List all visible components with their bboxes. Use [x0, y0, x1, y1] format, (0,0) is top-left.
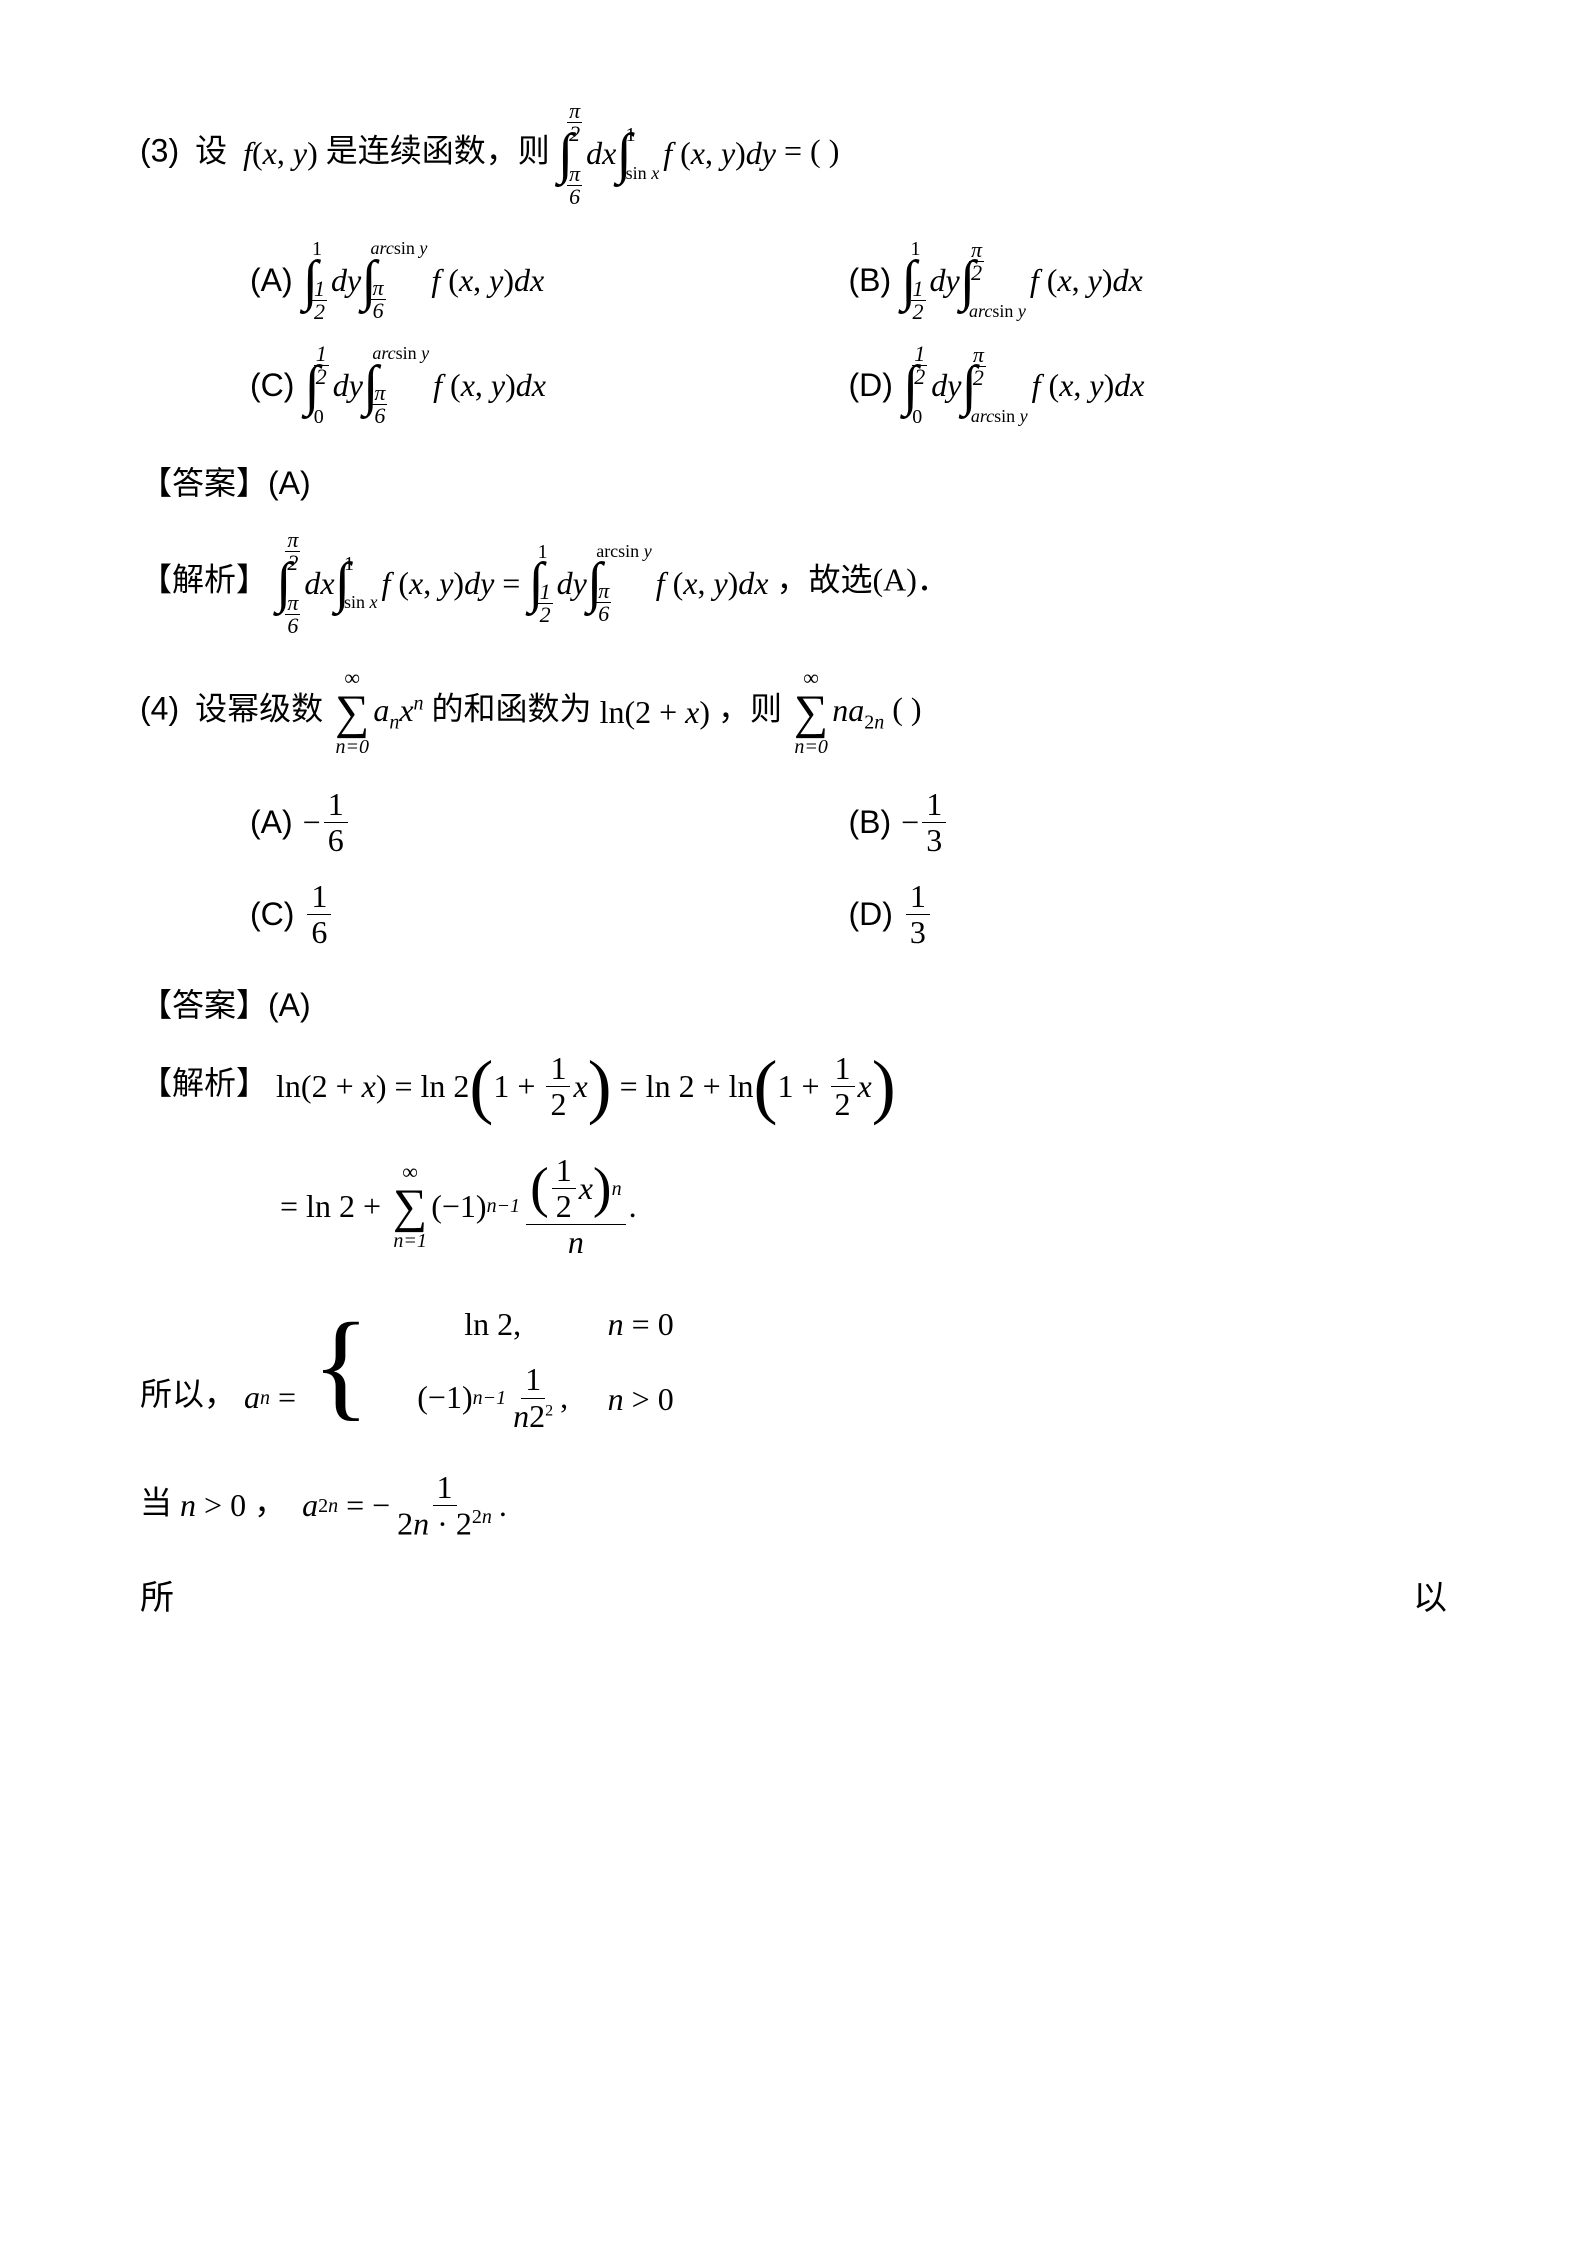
q3-stem: (3) 设 f(x, y) 是连续函数，则 ∫ π2π6 dx ∫ 1sin x…: [140, 100, 1447, 208]
q3-answer-value: (A): [268, 465, 311, 501]
answer-label: 【答案】: [140, 465, 268, 501]
q3-choice-b: (B) ∫112dy ∫π2arcsin y f (x, y)dx: [849, 238, 1448, 323]
choice-label-b: (B): [849, 797, 892, 848]
answer-label: 【答案】: [140, 987, 268, 1023]
q4-stem-pre: 设幂级数: [195, 691, 323, 727]
analysis-label: 【解析】: [140, 562, 268, 598]
q4-choice-b: (B) −13: [849, 787, 1448, 858]
q3-stem-mid: 是连续函数，则: [326, 132, 550, 168]
q3-choices: (A) ∫112dy ∫arcsin yπ6 f (x, y)dx (B) ∫1…: [250, 238, 1447, 428]
choice-label-a: (A): [250, 255, 293, 306]
q3-fxy: f(x, y): [235, 128, 318, 179]
q3-stem-pre: 设: [195, 132, 227, 168]
q4-choice-a: (A) −16: [250, 787, 849, 858]
choice-label-d: (D): [849, 889, 893, 940]
page: (3) 设 f(x, y) 是连续函数，则 ∫ π2π6 dx ∫ 1sin x…: [0, 0, 1587, 2245]
q4-stem: (4) 设幂级数 ∞∑n=0 anxn 的和函数为 ln(2 + x) ，则 ∞…: [140, 667, 1447, 757]
brace-icon: {: [312, 1317, 370, 1413]
q4-final-line: 所 以: [140, 1572, 1447, 1626]
choice-label-d: (D): [849, 360, 893, 411]
q4-answer-value: (A): [268, 987, 311, 1023]
q3-choice-c: (C) ∫120dy ∫arcsin yπ6 f (x, y)dx: [250, 343, 849, 428]
analysis-label: 【解析】: [140, 1065, 268, 1101]
q4-choices: (A) −16 (B) −13 (C) 16 (D) 13: [250, 787, 1447, 950]
sigma-icon: ∞∑n=0: [794, 667, 828, 757]
q3-integral: ∫ π2π6 dx ∫ 1sin x f (x, y)dy: [558, 100, 776, 208]
when-comma: ，: [254, 1484, 286, 1520]
q3-answer: 【答案】(A): [140, 458, 1447, 509]
q4-cases: 所以， an = { ln 2, n = 0 (−1)n−11n22, n > …: [140, 1290, 1447, 1440]
q4-answer: 【答案】(A): [140, 980, 1447, 1031]
choice-label-c: (C): [250, 360, 294, 411]
q3-choice-a: (A) ∫112dy ∫arcsin yπ6 f (x, y)dx: [250, 238, 849, 323]
choice-label-c: (C): [250, 889, 294, 940]
integral-icon: ∫: [616, 126, 631, 182]
q4-number: (4): [140, 691, 179, 727]
choice-label-b: (B): [849, 255, 892, 306]
q3-number: (3): [140, 132, 179, 168]
when-label: 当: [140, 1484, 172, 1520]
q4-analysis-line1: 【解析】 ln(2 + x) = ln 2 (1 + 12x) = ln 2 +…: [140, 1051, 1447, 1122]
choice-label-a: (A): [250, 797, 293, 848]
q4-choice-c: (C) 16: [250, 879, 849, 950]
q3-analysis-conclusion: ，故选(A)．: [777, 562, 949, 598]
q3-stem-post: = ( ): [784, 132, 839, 168]
final-right: 以: [1413, 1572, 1447, 1626]
so-label: 所以，: [140, 1376, 236, 1412]
q3-analysis: 【解析】 ∫π2π6dx ∫1sin x f (x, y)dy = ∫112dy…: [140, 529, 1447, 637]
sigma-icon: ∞∑n=0: [335, 667, 369, 757]
q4-stem-mid: 的和函数为: [432, 691, 592, 727]
q4-choice-d: (D) 13: [849, 879, 1448, 950]
final-left: 所: [140, 1572, 174, 1626]
q4-when: 当 n > 0 ， a2n = − 12n · 22n.: [140, 1470, 1447, 1542]
integral-icon: ∫: [558, 126, 573, 182]
q3-choice-d: (D) ∫120dy ∫π2arcsin y f (x, y)dx: [849, 343, 1448, 428]
q4-stem-then: ，则: [718, 691, 782, 727]
q4-analysis-line2: = ln 2 + ∞∑n=1 (−1)n−1 (12x)n n .: [280, 1153, 1447, 1261]
q4-stem-post: ( ): [892, 691, 921, 727]
